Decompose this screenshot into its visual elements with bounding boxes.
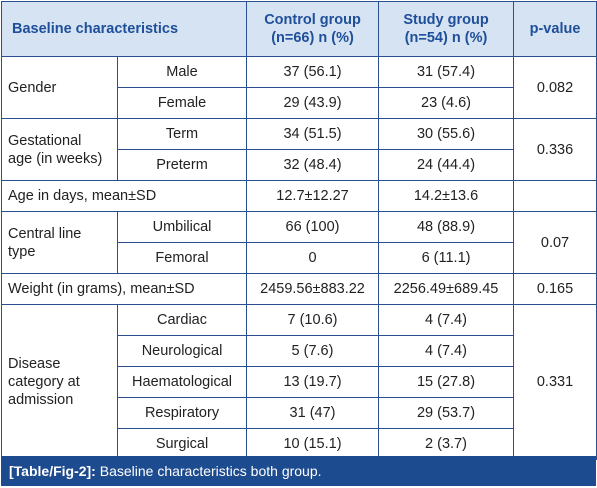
weight-study: 2256.49±689.45 xyxy=(378,273,515,305)
table-row: Age in days, mean±SD 12.7±12.27 14.2±13.… xyxy=(0,180,597,212)
disease-surgical-study: 2 (3.7) xyxy=(378,428,515,460)
header-row: Baseline characteristics Control group (n… xyxy=(0,1,597,57)
table-row: Disease category at admission Cardiac 7 (1… xyxy=(1,304,597,460)
table-row: Preterm 32 (48.4) 24 (44.4) xyxy=(2,149,597,181)
gender-male-control: 37 (56.1) xyxy=(246,56,380,88)
header-control: Control group (n=66) n (%) xyxy=(246,1,380,57)
disease-haematological-control: 13 (19.7) xyxy=(246,366,380,398)
age-control: 12.7±12.27 xyxy=(246,180,380,212)
table-row: Femoral 0 6 (11.1) xyxy=(2,242,597,274)
gender-female-label: Female xyxy=(116,87,248,119)
header-characteristic: Baseline characteristics xyxy=(0,1,248,57)
gestational-label-l2: age (in weeks) xyxy=(8,150,103,167)
central-femoral-study: 6 (11.1) xyxy=(378,242,515,274)
disease-respiratory-control: 31 (47) xyxy=(246,397,380,429)
central-line-label: Central line type xyxy=(1,211,118,274)
gender-male-study: 31 (57.4) xyxy=(378,56,515,88)
caption-tag: [Table/Fig-2]: xyxy=(9,463,96,479)
disease-label-l3: admission xyxy=(8,392,74,408)
disease-neurological-control: 5 (7.6) xyxy=(246,335,380,367)
central-femoral-label: Femoral xyxy=(116,242,248,274)
disease-surgical-control: 10 (15.1) xyxy=(246,428,380,460)
header-study: Study group (n=54) n (%) xyxy=(378,1,515,57)
central-line-pvalue: 0.07 xyxy=(513,211,597,274)
disease-neurological-label: Neurological xyxy=(116,335,248,367)
gestational-term-study: 30 (55.6) xyxy=(378,118,515,150)
central-umbilical-label: Umbilical xyxy=(116,211,248,243)
central-line-label-l2: type xyxy=(8,243,36,260)
disease-respiratory-label: Respiratory xyxy=(116,397,248,429)
table-row: Central line type Umbilical 66 (100) 48 (… xyxy=(1,211,597,274)
gestational-preterm-study: 24 (44.4) xyxy=(378,149,515,181)
gender-male-label: Male xyxy=(116,56,248,88)
baseline-table: Baseline characteristics Control group (n… xyxy=(0,1,597,460)
weight-control: 2459.56±883.22 xyxy=(246,273,380,305)
age-label: Age in days, mean±SD xyxy=(0,180,248,212)
weight-pvalue: 0.165 xyxy=(513,273,597,305)
header-pvalue: p-value xyxy=(513,1,597,57)
disease-respiratory-study: 29 (53.7) xyxy=(378,397,515,429)
gestational-term-control: 34 (51.5) xyxy=(246,118,380,150)
age-pvalue xyxy=(513,180,597,212)
disease-cardiac-control: 7 (10.6) xyxy=(246,304,380,336)
central-line-label-l1: Central line xyxy=(8,225,82,242)
disease-label-l2: category at xyxy=(8,374,80,390)
gestational-preterm-label: Preterm xyxy=(116,149,248,181)
header-study-n: (n=54) n (%) xyxy=(404,30,488,46)
disease-label-l1: Disease xyxy=(8,356,61,372)
figure-caption: [Table/Fig-2]: Baseline characteristics … xyxy=(1,456,596,486)
gestational-term-label: Term xyxy=(116,118,248,150)
gender-label: Gender xyxy=(1,56,118,119)
gestational-preterm-control: 32 (48.4) xyxy=(246,149,380,181)
disease-cardiac-study: 4 (7.4) xyxy=(378,304,515,336)
gestational-pvalue: 0.336 xyxy=(513,118,597,181)
disease-label: Disease category at admission xyxy=(1,304,118,460)
disease-surgical-label: Surgical xyxy=(116,428,248,460)
header-study-title: Study group xyxy=(403,12,489,28)
gender-female-control: 29 (43.9) xyxy=(246,87,380,119)
weight-label: Weight (in grams), mean±SD xyxy=(0,273,248,305)
caption-text: Baseline characteristics both group. xyxy=(95,463,322,479)
central-femoral-control: 0 xyxy=(246,242,380,274)
gestational-label: Gestational age (in weeks) xyxy=(1,118,118,181)
table-row: Gestational age (in weeks) Term 34 (51.5)… xyxy=(1,118,597,181)
table-row: Respiratory 31 (47) 29 (53.7) xyxy=(2,397,597,429)
gender-female-study: 23 (4.6) xyxy=(378,87,515,119)
disease-pvalue: 0.331 xyxy=(513,304,597,460)
disease-cardiac-label: Cardiac xyxy=(116,304,248,336)
table-row: Gender Male 37 (56.1) 31 (57.4) 0.082 xyxy=(1,56,597,119)
header-control-n: (n=66) n (%) xyxy=(271,30,354,46)
table-row: Female 29 (43.9) 23 (4.6) xyxy=(2,87,597,119)
table-row: Neurological 5 (7.6) 4 (7.4) xyxy=(2,335,597,367)
table-row: Weight (in grams), mean±SD 2459.56±883.2… xyxy=(0,273,597,305)
central-umbilical-study: 48 (88.9) xyxy=(378,211,515,243)
gestational-label-l1: Gestational xyxy=(8,132,82,149)
age-study: 14.2±13.6 xyxy=(378,180,515,212)
disease-neurological-study: 4 (7.4) xyxy=(378,335,515,367)
disease-haematological-label: Haematological xyxy=(116,366,248,398)
header-control-title: Control group xyxy=(264,12,361,28)
central-umbilical-control: 66 (100) xyxy=(246,211,380,243)
gender-pvalue: 0.082 xyxy=(513,56,597,119)
disease-haematological-study: 15 (27.8) xyxy=(378,366,515,398)
